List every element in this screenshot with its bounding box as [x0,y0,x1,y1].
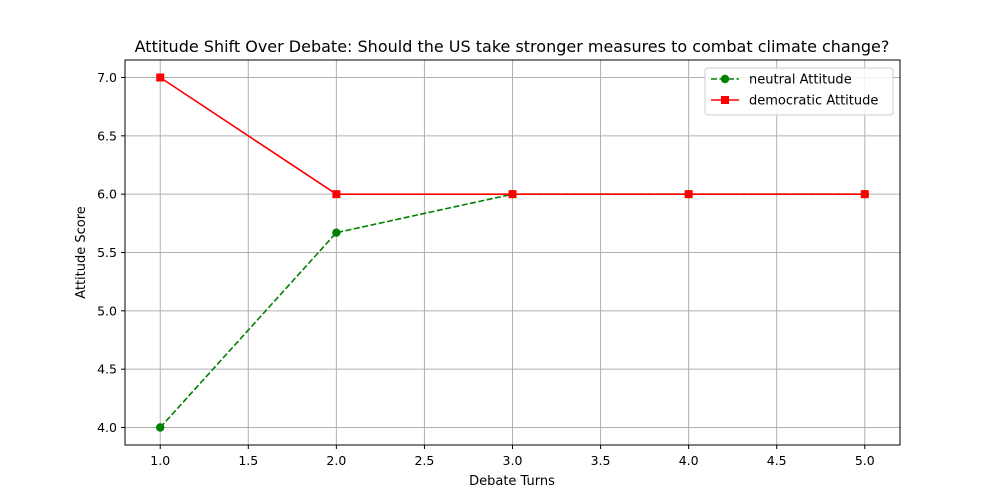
x-tick-label: 5.0 [855,453,875,468]
x-tick-label: 4.0 [679,453,699,468]
legend-marker [720,74,730,84]
y-tick-label: 6.0 [97,187,117,202]
x-axis-label: Debate Turns [469,474,555,489]
data-point [508,190,517,199]
x-tick-label: 4.5 [767,453,787,468]
legend: neutral Attitude democratic Attitude [704,67,894,116]
y-tick-label: 4.0 [97,420,117,435]
y-tick-label: 5.5 [97,245,117,260]
series-layer [156,73,869,432]
x-tick-label: 1.0 [150,453,170,468]
y-tick-label: 4.5 [97,362,117,377]
data-point [156,423,165,432]
legend-label: democratic Attitude [749,94,878,109]
x-tick-label: 3.5 [591,453,611,468]
legend-marker [721,96,729,104]
data-point [332,228,341,237]
data-point [684,190,693,199]
series-democratic-attitude [156,73,869,199]
x-tick-label: 2.0 [326,453,346,468]
legend-label: neutral Attitude [749,73,852,88]
legend-box [704,67,894,116]
y-axis-label: Attitude Score [74,206,89,299]
data-point [332,190,341,199]
y-tick-label: 7.0 [97,70,117,85]
x-tick-label: 1.5 [238,453,258,468]
chart-title: Attitude Shift Over Debate: Should the U… [135,37,890,56]
x-axis: 1.0 1.5 2.0 2.5 3.0 3.5 4.0 4.5 5.0 [150,445,875,468]
y-axis: 4.0 4.5 5.0 5.5 6.0 6.5 7.0 [97,70,125,435]
data-point [860,190,869,199]
x-tick-label: 2.5 [414,453,434,468]
legend-entry: democratic Attitude [711,94,878,109]
y-tick-label: 6.5 [97,128,117,143]
grid [125,60,900,445]
y-tick-label: 5.0 [97,303,117,318]
x-tick-label: 3.0 [503,453,523,468]
data-point [156,73,165,82]
legend-entry: neutral Attitude [711,73,852,88]
